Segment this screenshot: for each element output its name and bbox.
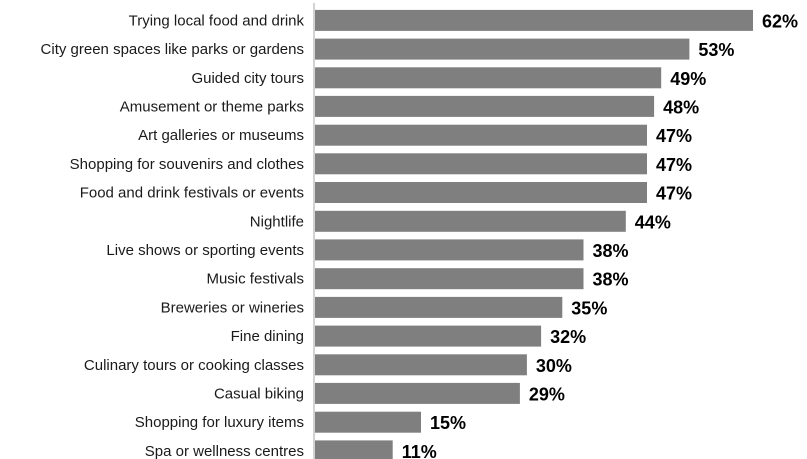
bar — [315, 268, 584, 290]
value-label: 35% — [571, 298, 607, 318]
bar — [315, 411, 421, 433]
value-label: 62% — [762, 11, 798, 31]
value-label: 32% — [550, 327, 586, 347]
bar — [315, 440, 393, 459]
value-label: 47% — [656, 126, 692, 146]
category-label: Live shows or sporting events — [106, 242, 304, 259]
category-label: Shopping for luxury items — [135, 414, 304, 431]
bar — [315, 38, 690, 60]
category-label: Nightlife — [250, 213, 304, 230]
value-label: 38% — [593, 270, 629, 290]
category-label: City green spaces like parks or gardens — [41, 41, 304, 58]
value-label: 29% — [529, 384, 565, 404]
value-labels: 62% 53% 49% 48% 47% 47% 47% 44% 38% 38% 35% 32% 30% 2… — [402, 11, 798, 459]
chart-bars — [315, 9, 753, 459]
value-label: 38% — [593, 241, 629, 261]
category-label: Casual biking — [214, 385, 304, 402]
category-label: Guided city tours — [191, 70, 304, 87]
category-labels: Trying local food and drink City green sp… — [41, 12, 305, 459]
category-label: Spa or wellness centres — [145, 443, 304, 459]
value-label: 11% — [402, 442, 437, 459]
bar — [315, 9, 753, 31]
category-label: Food and drink festivals or events — [80, 185, 304, 202]
value-label: 49% — [670, 69, 706, 89]
category-label: Art galleries or museums — [138, 127, 304, 144]
value-label: 48% — [663, 97, 699, 117]
value-label: 44% — [635, 212, 671, 232]
category-label: Breweries or wineries — [161, 299, 304, 316]
bar — [315, 296, 563, 318]
category-label: Trying local food and drink — [129, 12, 305, 29]
value-label: 53% — [698, 40, 734, 60]
bar — [315, 325, 542, 347]
category-label: Fine dining — [231, 328, 304, 345]
category-label: Culinary tours or cooking classes — [84, 357, 304, 374]
bar — [315, 124, 647, 146]
bar — [315, 95, 655, 117]
value-label: 30% — [536, 356, 572, 376]
category-label: Amusement or theme parks — [120, 98, 304, 115]
bar — [315, 382, 520, 404]
category-label: Music festivals — [206, 271, 304, 288]
category-label: Shopping for souvenirs and clothes — [70, 156, 304, 173]
value-label: 47% — [656, 155, 692, 175]
value-label: 15% — [430, 413, 466, 433]
bar — [315, 354, 527, 376]
bar — [315, 239, 584, 261]
bar — [315, 210, 626, 232]
bar — [315, 67, 662, 89]
value-label: 47% — [656, 184, 692, 204]
bar — [315, 153, 647, 175]
bar — [315, 182, 647, 203]
